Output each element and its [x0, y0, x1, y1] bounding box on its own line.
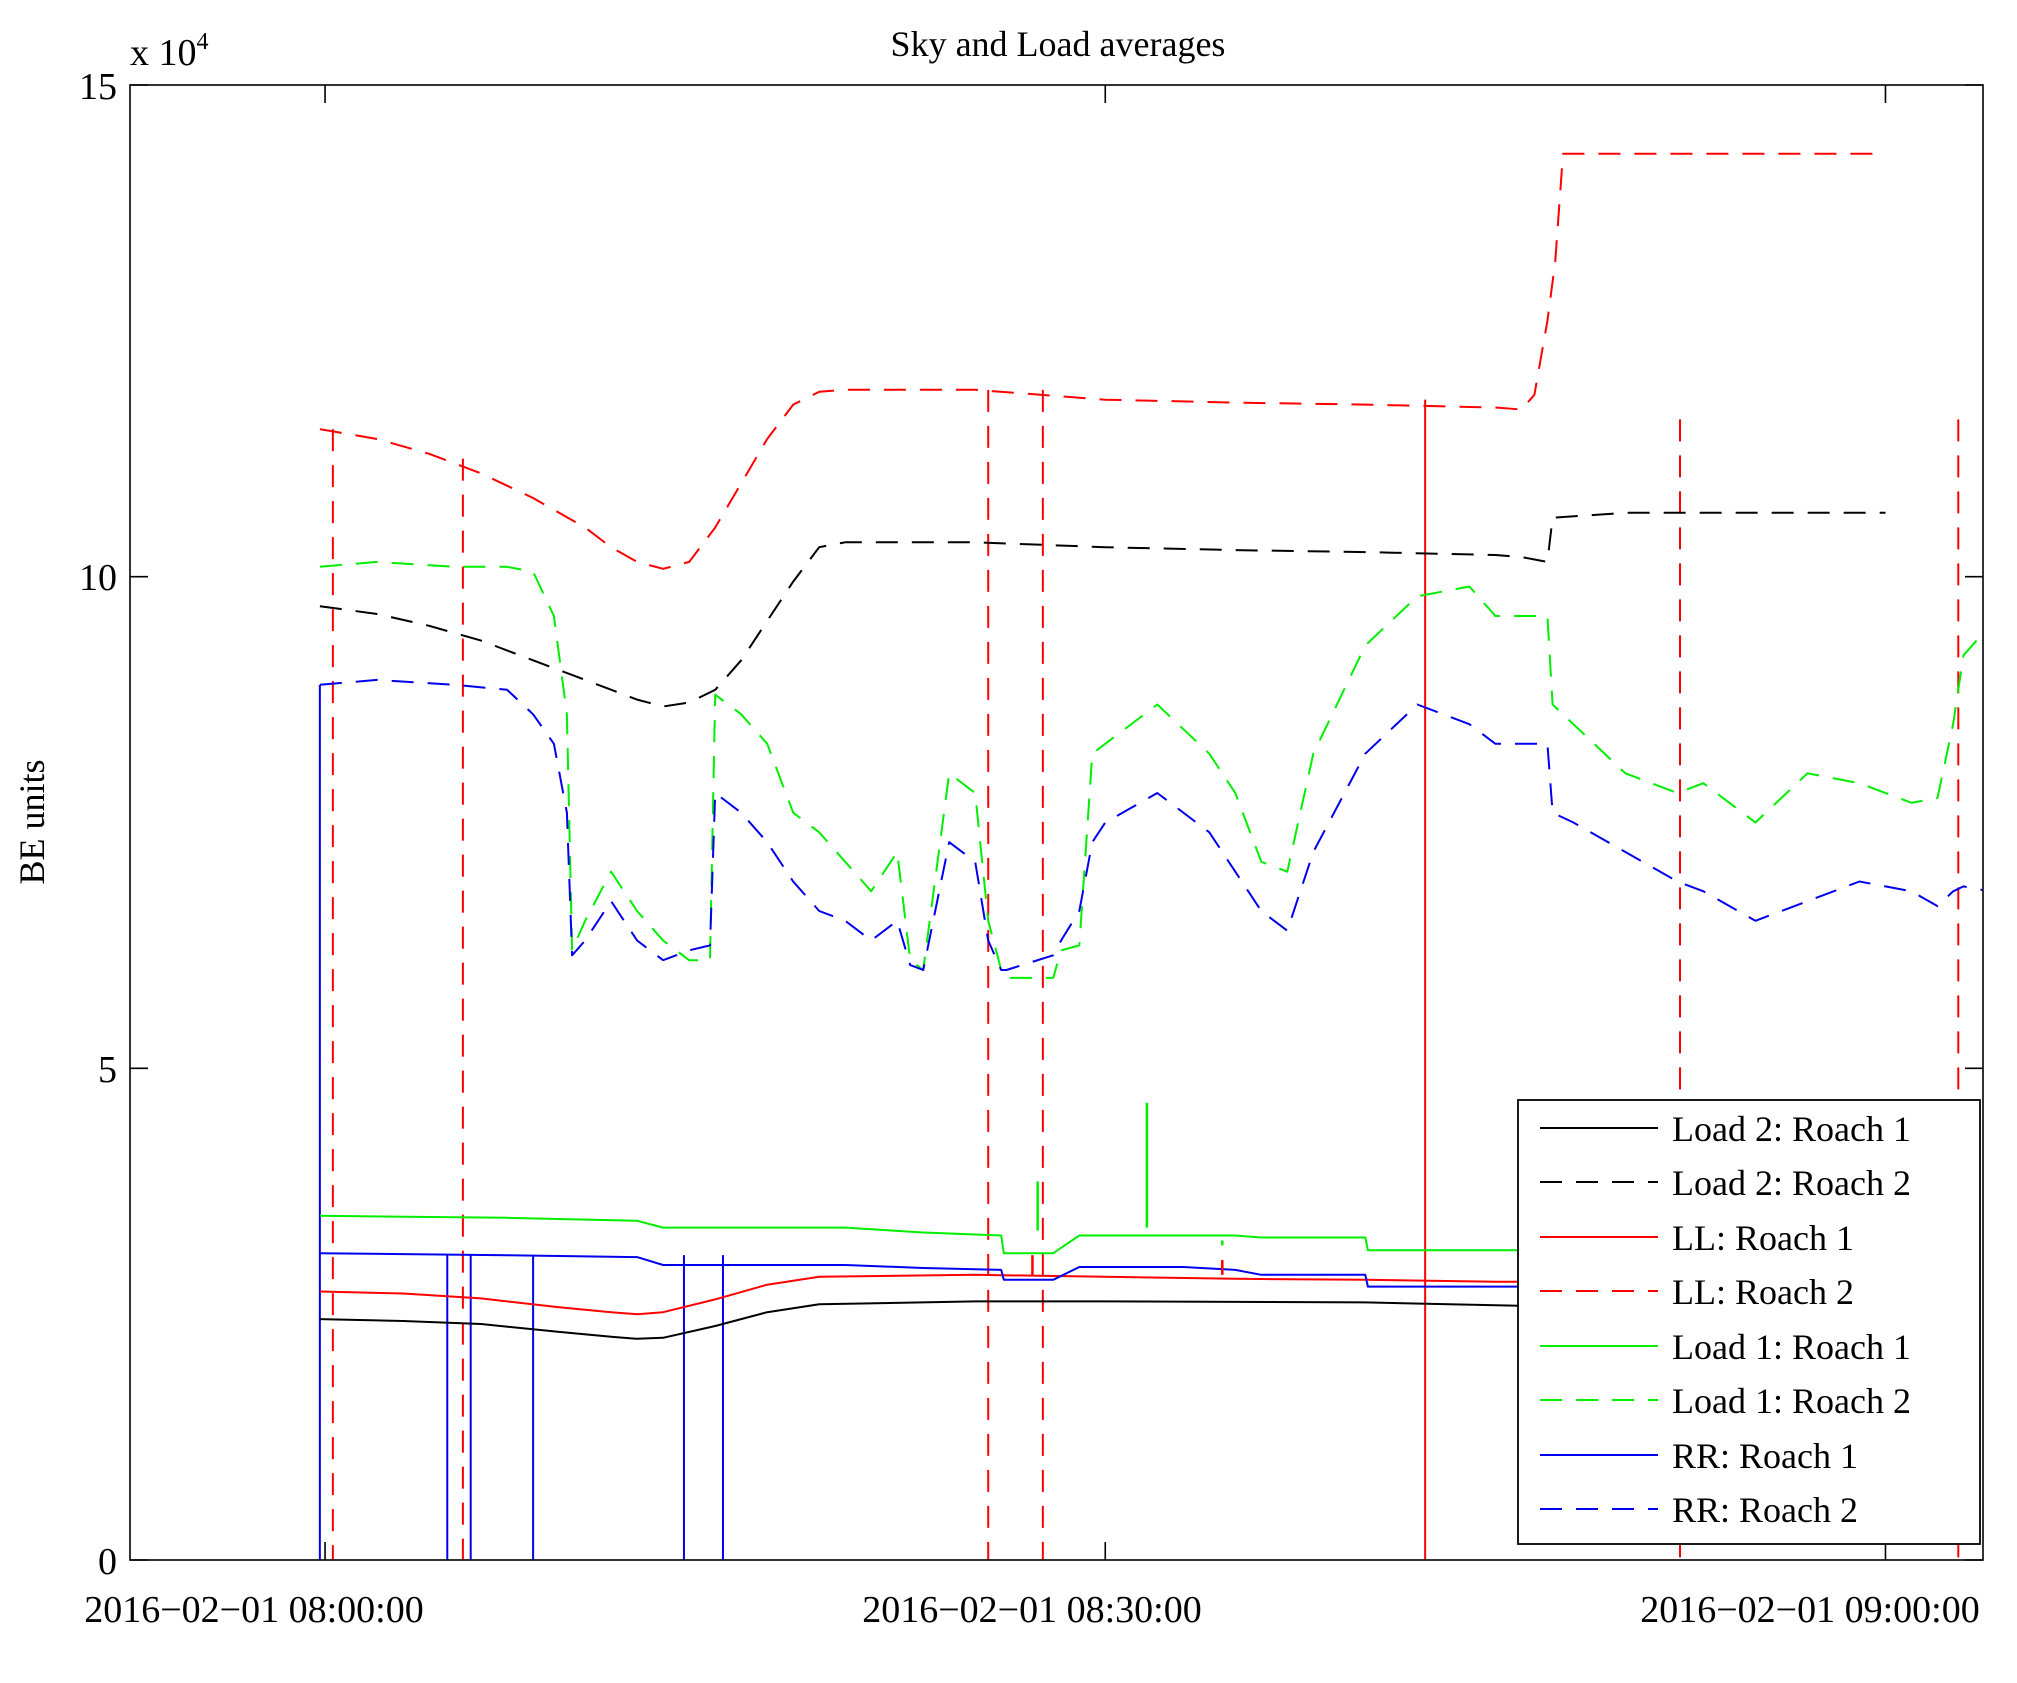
y-tick-label-5: 5	[98, 1049, 117, 1091]
series-line-load-2-roach-2	[319, 511, 1886, 708]
series-line-ll-roach-1	[319, 1273, 1595, 1316]
y-axis-label: BE units	[12, 759, 52, 884]
legend: Load 2: Roach 1 Load 2: Roach 2 LL: Roac…	[1517, 1099, 1981, 1545]
x-tick-label-0800: 2016−02−01 08:00:00	[84, 1589, 423, 1631]
legend-label-rr-roach2: RR: Roach 2	[1672, 1490, 1858, 1530]
y-scale-exponent: 4	[197, 29, 209, 55]
legend-label-rr-roach1: RR: Roach 1	[1672, 1436, 1858, 1476]
series-layer	[318, 152, 1983, 1560]
legend-entries: Load 2: Roach 1 Load 2: Roach 2 LL: Roac…	[1540, 1109, 1911, 1530]
tick-layer	[130, 84, 1983, 1561]
series-line-rr-roach-1	[319, 1252, 1595, 1288]
y-tick-label-15: 15	[79, 66, 117, 108]
series-line-load-2-roach-1	[319, 1300, 1595, 1340]
legend-label-ll-roach2: LL: Roach 2	[1672, 1272, 1854, 1312]
legend-label-ll-roach1: LL: Roach 1	[1672, 1218, 1854, 1258]
series-line-load-1-roach-1	[319, 1214, 1595, 1255]
legend-label-load2-roach1: Load 2: Roach 1	[1672, 1109, 1911, 1149]
legend-label-load2-roach2: Load 2: Roach 2	[1672, 1163, 1911, 1203]
plot-area-frame	[129, 84, 1984, 1561]
series-line-rr-roach-2	[319, 678, 1983, 971]
chart-title: Sky and Load averages	[891, 24, 1226, 64]
y-scale-base: x 10	[130, 32, 197, 74]
x-tick-label-0900: 2016−02−01 09:00:00	[1640, 1589, 1979, 1631]
y-tick-label-10: 10	[79, 557, 117, 599]
x-tick-label-0830: 2016−02−01 08:30:00	[862, 1589, 1201, 1631]
series-line-ll-roach-2	[319, 152, 1886, 570]
y-tick-label-0: 0	[98, 1541, 117, 1583]
series-line-load-1-roach-2	[319, 560, 1983, 979]
legend-label-load1-roach2: Load 1: Roach 2	[1672, 1381, 1911, 1421]
legend-box	[1517, 1099, 1981, 1545]
y-scale-multiplier: x 104	[130, 29, 209, 74]
legend-label-load1-roach1: Load 1: Roach 1	[1672, 1327, 1911, 1367]
